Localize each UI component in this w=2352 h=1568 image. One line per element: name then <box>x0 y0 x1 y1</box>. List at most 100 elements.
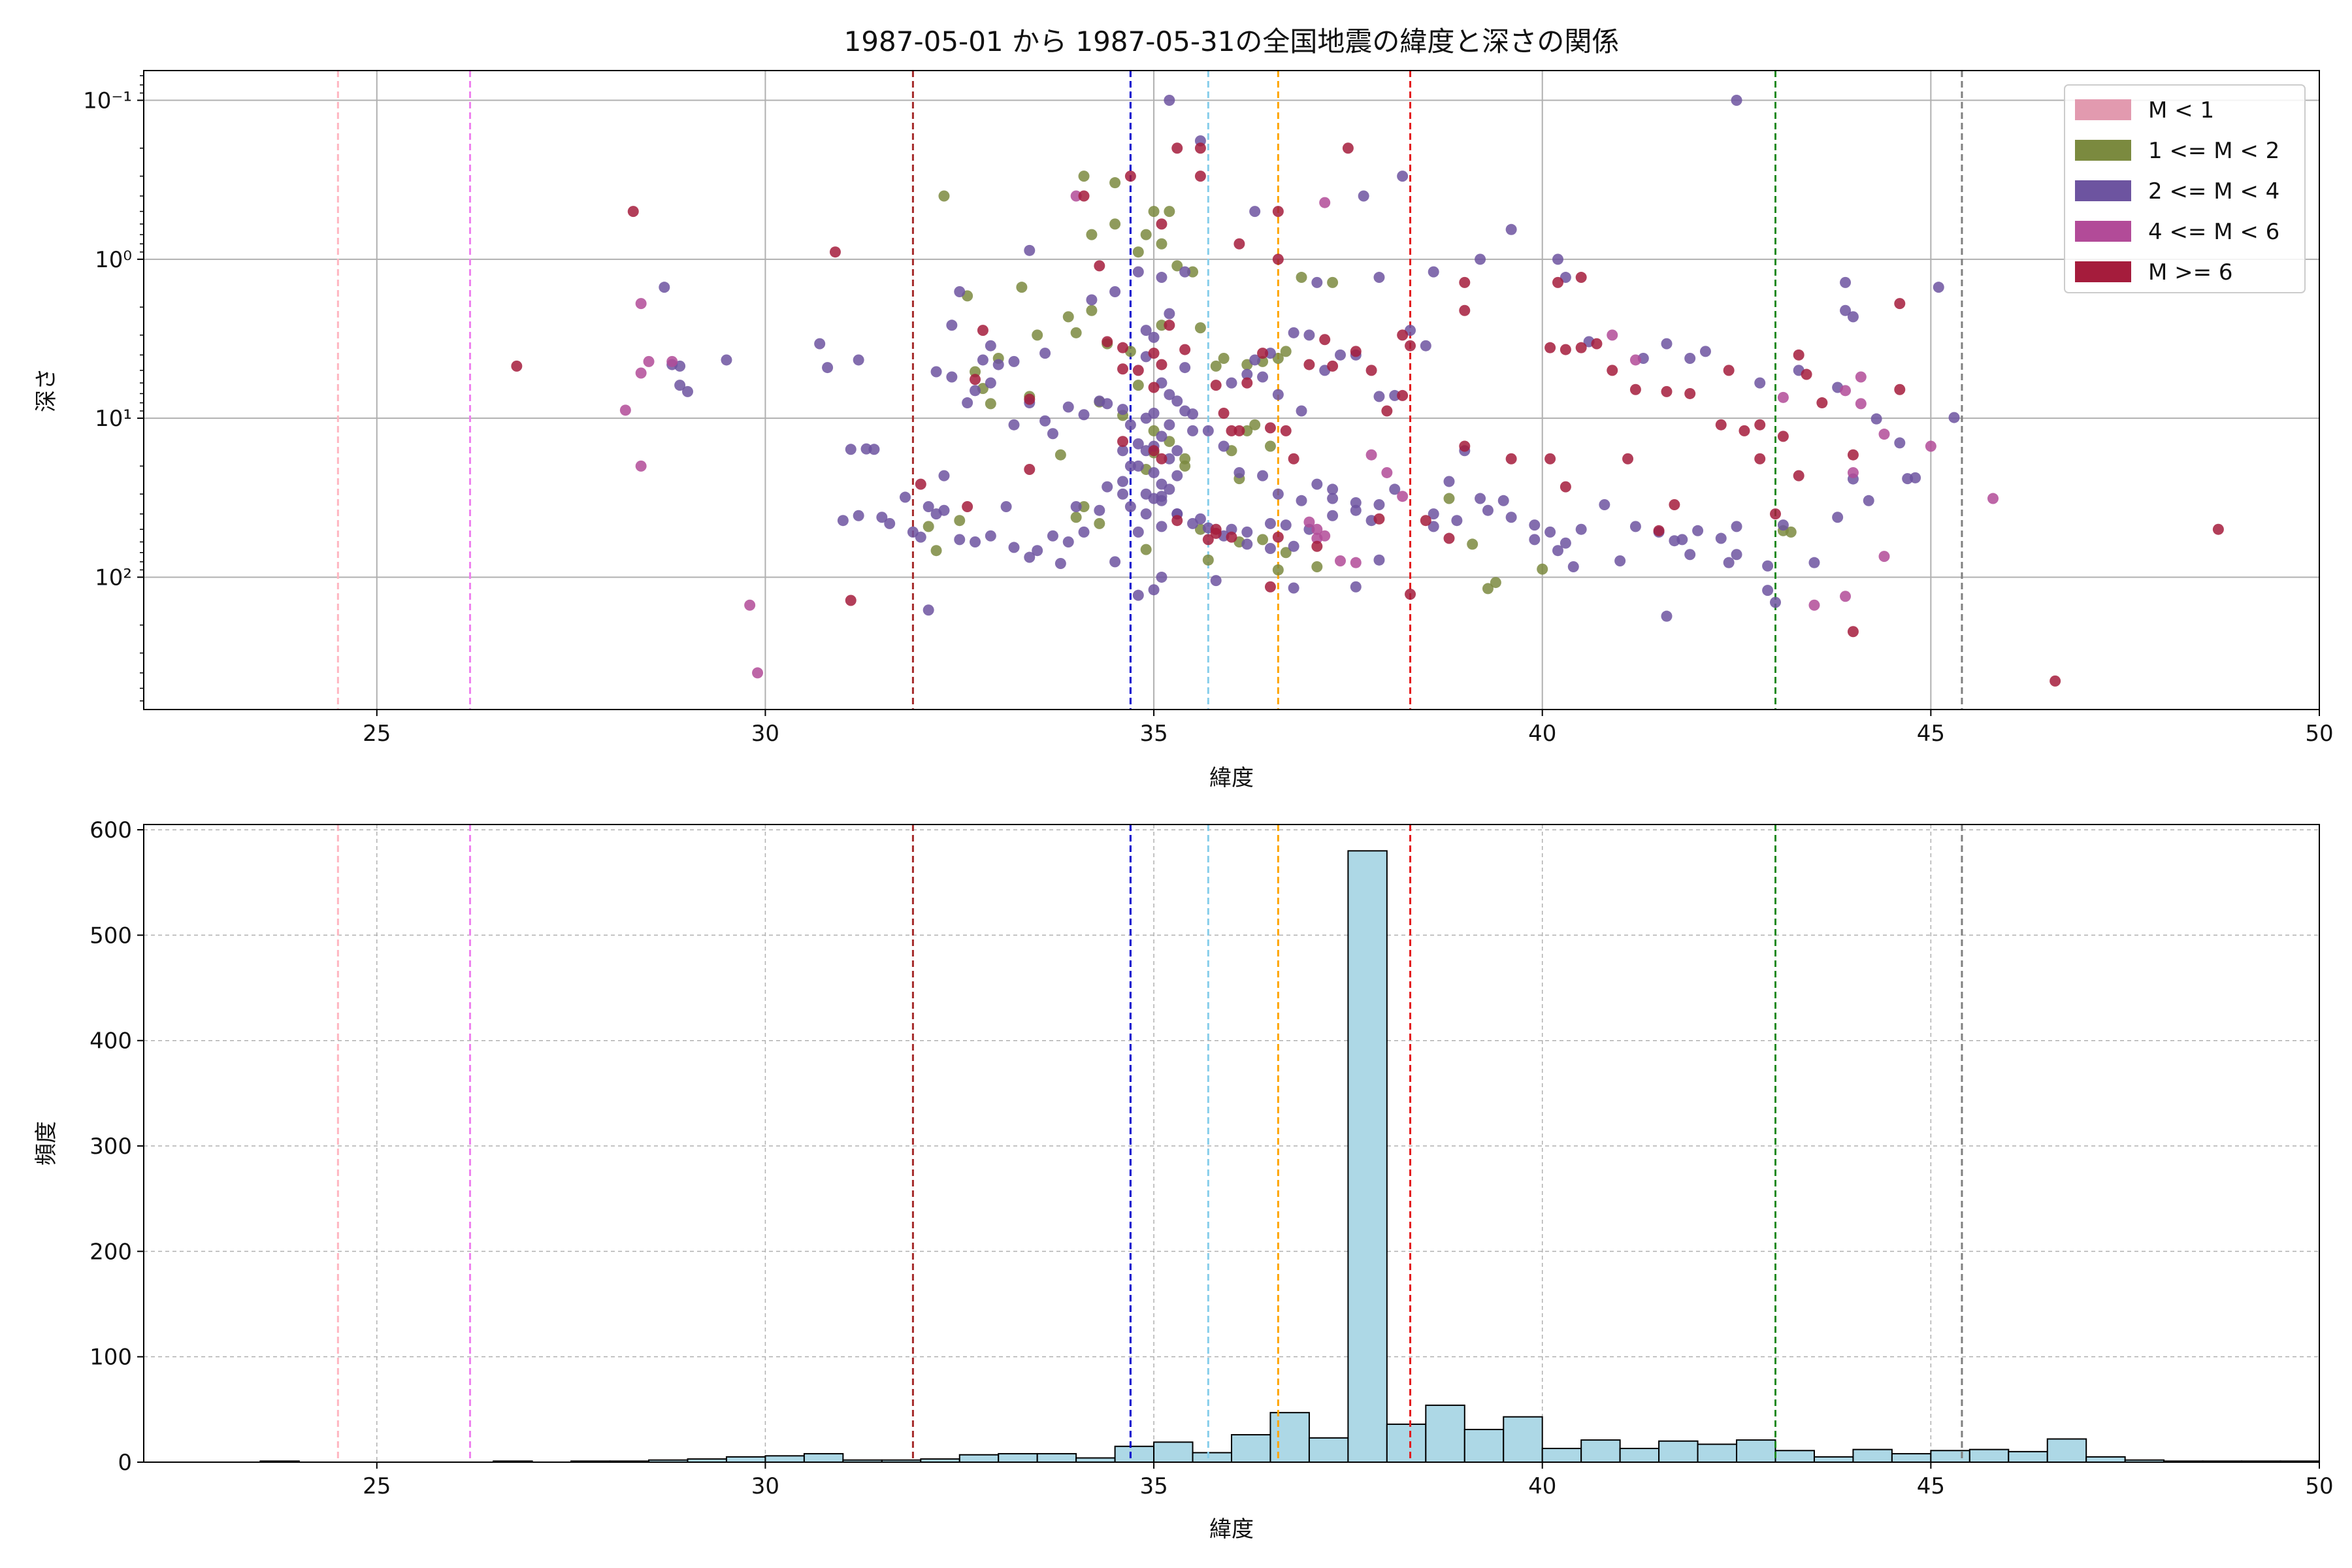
scatter-point <box>1475 493 1486 504</box>
scatter-point <box>1109 286 1121 297</box>
histogram-panel: 25 30 35 40 45 50 0 100 200 300 400 500 600 緯度 頻度 <box>33 817 2334 1543</box>
scatter-point <box>1420 515 1431 527</box>
histogram-axes-frame <box>143 824 2320 1463</box>
legend-label: 1 <= M < 2 <box>2148 138 2279 164</box>
histogram-bar <box>764 1455 805 1463</box>
scatter-point <box>1024 393 1036 405</box>
scatter-point <box>1117 445 1128 457</box>
scatter-point <box>1156 272 1168 284</box>
scatter-point <box>1684 549 1696 561</box>
scatter-x-tick-label: 25 <box>363 721 391 747</box>
scatter-point <box>1311 561 1323 573</box>
scatter-point <box>1054 449 1066 461</box>
scatter-point <box>1731 521 1742 532</box>
scatter-point <box>1218 407 1230 419</box>
scatter-point <box>1272 389 1284 400</box>
scatter-point <box>868 444 880 455</box>
scatter-point <box>1148 331 1160 343</box>
scatter-point <box>1894 384 1906 395</box>
scatter-point <box>1529 519 1541 531</box>
histogram-bar <box>1231 1434 1271 1463</box>
scatter-point <box>1327 360 1339 372</box>
scatter-point <box>930 366 942 378</box>
scatter-point <box>1241 526 1253 538</box>
scatter-point <box>1272 564 1284 576</box>
scatter-point <box>876 512 888 523</box>
scatter-point <box>1132 266 1144 278</box>
scatter-point <box>1140 544 1152 555</box>
scatter-point <box>1451 515 1463 527</box>
scatter-point <box>1164 95 1175 106</box>
scatter-point <box>1311 523 1323 535</box>
scatter-point <box>853 354 864 366</box>
scatter-point <box>1272 531 1284 543</box>
scatter-point <box>1202 425 1214 436</box>
scatter-point <box>1288 327 1299 338</box>
scatter-point <box>1156 453 1168 465</box>
scatter-y-tick-label: 10¹ <box>95 406 132 432</box>
scatter-point <box>1233 466 1245 478</box>
scatter-point <box>1443 476 1455 487</box>
scatter-point <box>1124 171 1136 182</box>
legend-label: M >= 6 <box>2148 259 2233 286</box>
scatter-point <box>1575 523 1587 535</box>
scatter-point <box>1327 483 1339 495</box>
scatter-y-tick-label: 10² <box>95 564 132 591</box>
scatter-point <box>1607 329 1618 341</box>
scatter-point <box>1117 488 1128 500</box>
scatter-point <box>1008 355 1020 367</box>
histogram-y-tick-label: 400 <box>90 1028 132 1054</box>
scatter-point <box>1389 483 1401 495</box>
scatter-point <box>1140 325 1152 336</box>
scatter-point <box>1264 581 1276 593</box>
scatter-point <box>1187 517 1199 529</box>
scatter-point <box>1840 304 1852 316</box>
scatter-point <box>1117 342 1128 353</box>
scatter-point <box>1878 551 1890 563</box>
scatter-point <box>1280 547 1292 559</box>
scatter-point <box>1117 476 1128 487</box>
scatter-point <box>1777 391 1789 403</box>
scatter-point <box>1078 171 1090 182</box>
scatter-point <box>1847 466 1859 478</box>
histogram-bar <box>1503 1416 1543 1463</box>
scatter-point <box>1490 577 1501 589</box>
scatter-point <box>985 398 996 410</box>
scatter-point <box>1264 517 1276 529</box>
legend-swatch <box>2075 140 2131 161</box>
scatter-point <box>1567 561 1579 573</box>
histogram-bar <box>1425 1404 1465 1463</box>
scatter-point <box>970 366 981 378</box>
scatter-point <box>1365 449 1377 461</box>
scatter-point <box>1272 488 1284 500</box>
scatter-point <box>1785 526 1797 538</box>
scatter-point <box>1661 610 1673 622</box>
scatter-point <box>1754 377 1766 389</box>
scatter-point <box>1443 532 1455 544</box>
scatter-point <box>1187 408 1199 420</box>
scatter-point <box>1428 508 1439 520</box>
scatter-point <box>1062 536 1074 547</box>
scatter-point <box>1591 338 1603 350</box>
scatter-point <box>1171 142 1183 154</box>
scatter-point <box>1731 549 1742 561</box>
histogram-y-tick-label: 300 <box>90 1134 132 1160</box>
scatter-point <box>1194 142 1206 154</box>
scatter-point <box>1575 272 1587 284</box>
histogram-bar <box>1153 1441 1194 1463</box>
scatter-point <box>1117 404 1128 416</box>
scatter-point <box>1552 276 1563 288</box>
histogram-x-tick-label: 30 <box>751 1473 779 1499</box>
scatter-point <box>1902 473 1914 485</box>
scatter-point <box>1156 218 1168 230</box>
histogram-bar <box>1968 1448 2010 1463</box>
scatter-point <box>1008 419 1020 431</box>
scatter-point <box>1311 276 1323 288</box>
scatter-point <box>1699 346 1711 357</box>
scatter-point <box>1560 344 1571 355</box>
scatter-point <box>1653 525 1665 536</box>
histogram-bar <box>1036 1453 1077 1463</box>
scatter-point <box>1187 266 1199 278</box>
scatter-point <box>1443 493 1455 504</box>
scatter-point <box>1614 555 1626 567</box>
